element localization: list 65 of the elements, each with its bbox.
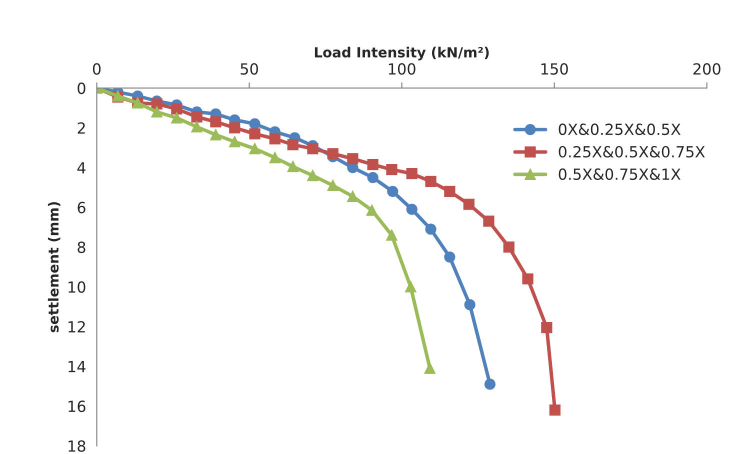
y-tick-label: 18 bbox=[68, 440, 86, 452]
point bbox=[210, 116, 222, 128]
point bbox=[367, 172, 378, 184]
point bbox=[171, 103, 182, 114]
point bbox=[249, 128, 260, 140]
point bbox=[229, 122, 240, 134]
point bbox=[307, 143, 318, 154]
x-tick-label: 0 bbox=[92, 63, 101, 75]
x-tick-label: 100 bbox=[388, 63, 416, 75]
point bbox=[503, 242, 514, 253]
point bbox=[151, 106, 162, 118]
point bbox=[269, 133, 280, 144]
point bbox=[210, 129, 222, 140]
point bbox=[327, 148, 338, 160]
point bbox=[366, 204, 378, 216]
point bbox=[229, 136, 240, 148]
point bbox=[425, 176, 436, 188]
point bbox=[249, 118, 260, 130]
y-tick-label: 2 bbox=[78, 122, 85, 134]
y-tick-label: 10 bbox=[68, 281, 86, 293]
legend-label: 0.5X&0.75X&1X bbox=[558, 168, 681, 180]
point bbox=[151, 98, 162, 110]
point bbox=[386, 164, 398, 176]
point bbox=[405, 281, 416, 292]
y-tick-label: 4 bbox=[77, 162, 86, 174]
point bbox=[406, 168, 418, 180]
point bbox=[463, 198, 474, 210]
point bbox=[522, 273, 534, 284]
point bbox=[406, 204, 418, 215]
legend-label: 0X&0.25X&0.5X bbox=[558, 124, 681, 136]
point bbox=[484, 378, 496, 390]
point bbox=[424, 362, 436, 374]
point bbox=[444, 251, 456, 263]
y-tick-label: 8 bbox=[78, 242, 86, 254]
y-tick-label: 16 bbox=[68, 400, 86, 412]
x-axis-title: Load Intensity (kN/m²) bbox=[314, 46, 489, 60]
point bbox=[249, 143, 260, 154]
point bbox=[191, 111, 202, 122]
point bbox=[483, 216, 494, 227]
point bbox=[171, 112, 182, 124]
y-tick-label: 12 bbox=[68, 321, 85, 332]
point bbox=[549, 404, 561, 416]
x-tick-label: 150 bbox=[541, 63, 568, 75]
point bbox=[191, 121, 202, 132]
x-tick-label: 200 bbox=[693, 63, 720, 75]
x-tick-label: 50 bbox=[240, 63, 258, 75]
y-tick-label: 14 bbox=[68, 360, 86, 372]
point bbox=[387, 186, 398, 197]
y-axis-title: settlement (mm) bbox=[48, 202, 60, 332]
point bbox=[444, 186, 456, 197]
point bbox=[307, 170, 318, 182]
point bbox=[327, 180, 338, 192]
legend-label: 0.25X&0.5X&0.75X bbox=[558, 146, 705, 158]
point bbox=[367, 159, 378, 170]
point bbox=[386, 230, 398, 241]
point bbox=[541, 322, 552, 334]
point bbox=[287, 161, 298, 172]
point bbox=[464, 299, 476, 310]
point bbox=[269, 152, 280, 164]
y-tick-label: 0 bbox=[78, 82, 86, 94]
point bbox=[287, 139, 298, 150]
point bbox=[347, 190, 358, 202]
point bbox=[347, 153, 358, 164]
y-tick-label: 6 bbox=[78, 202, 86, 214]
point bbox=[425, 224, 436, 235]
